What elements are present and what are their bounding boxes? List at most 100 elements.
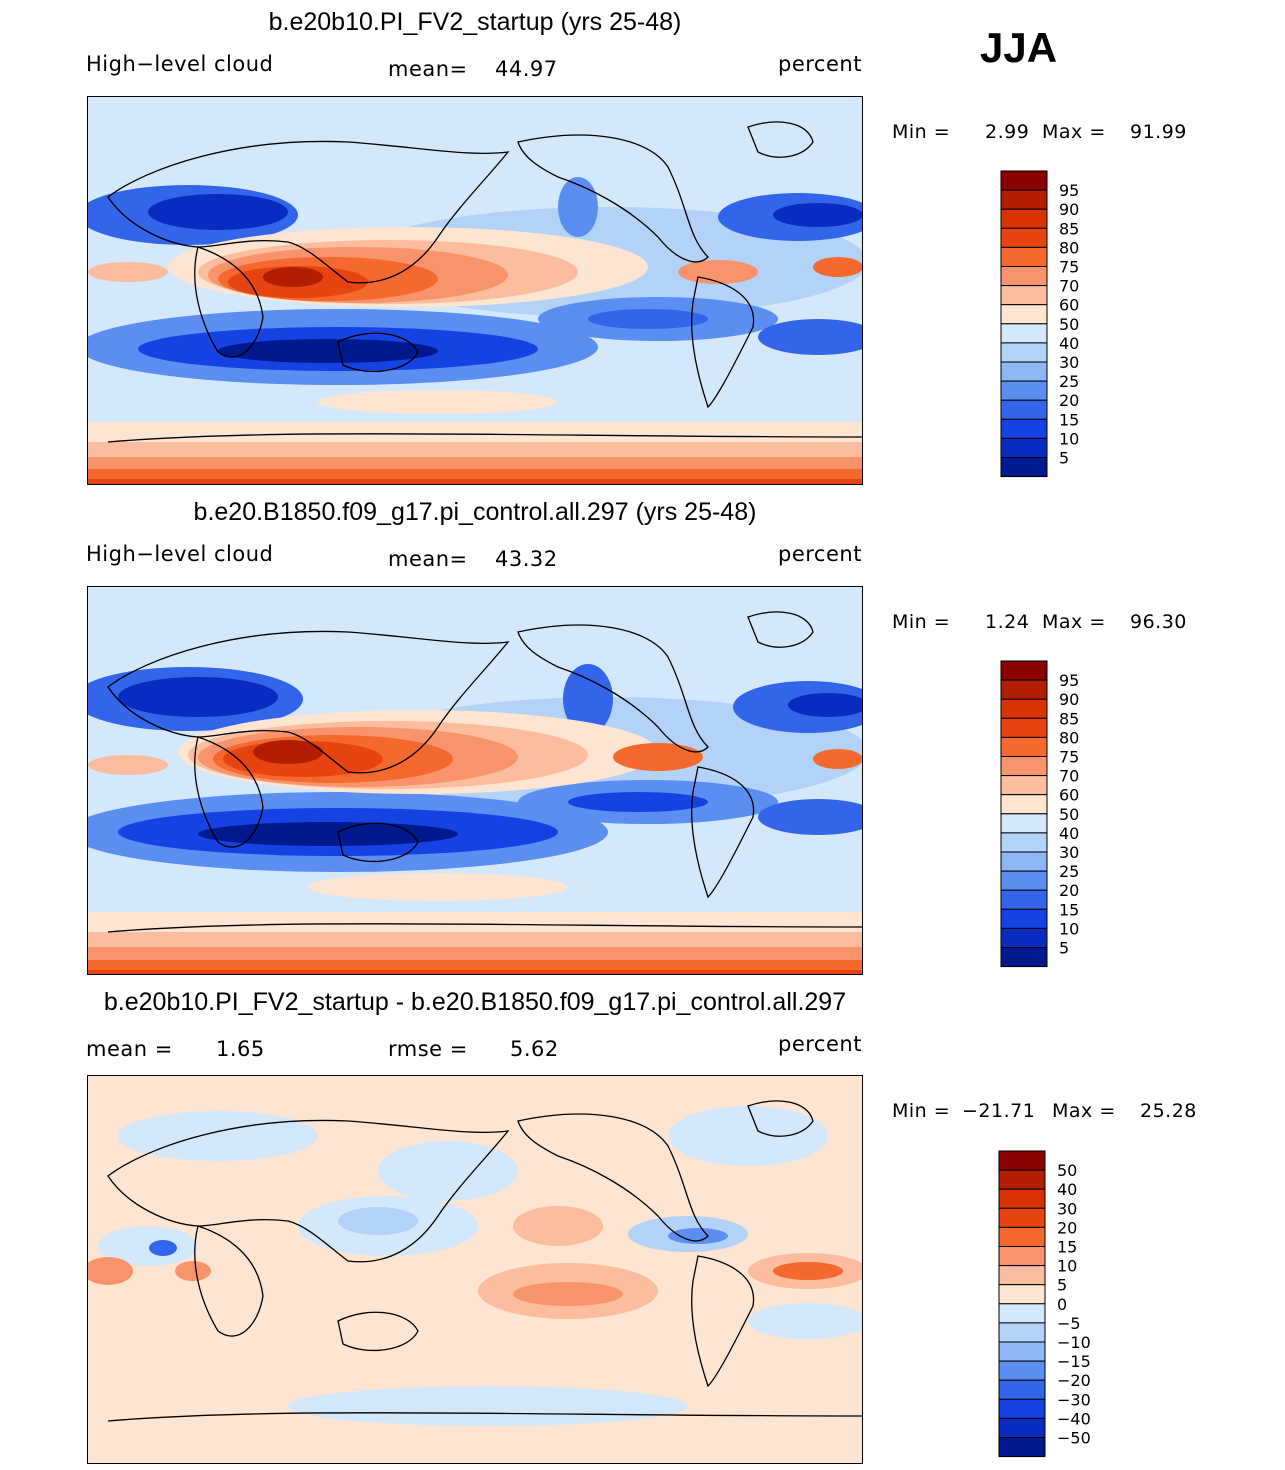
- panel3-field-shape: [338, 1207, 418, 1235]
- panel1-field-shape: [318, 390, 558, 414]
- colorbar-tick-label: 5: [1059, 449, 1069, 468]
- panel2-map-svg: [88, 587, 862, 974]
- panel3-field-shape: [668, 1228, 728, 1244]
- panel2-field-shape: [758, 799, 862, 835]
- colorbar-swatch: [1000, 189, 1048, 210]
- colorbar-swatch: [1000, 813, 1048, 834]
- panel2-field-shape: [253, 740, 323, 764]
- colorbar-swatch: [1000, 756, 1048, 777]
- colorbar-tick-label: 75: [1059, 258, 1079, 277]
- colorbar-tick-label: 85: [1059, 219, 1079, 238]
- colorbar-tick-label: 20: [1059, 391, 1079, 410]
- colorbar-swatch: [1000, 323, 1048, 344]
- colorbar-swatch: [1000, 399, 1048, 420]
- panel2-min-label: Min =: [892, 611, 951, 633]
- panel1-field-shape: [88, 479, 862, 484]
- colorbar-tick-label: 70: [1059, 277, 1079, 296]
- colorbar-tick-label: 40: [1057, 1180, 1077, 1199]
- panel2-max-label: Max =: [1042, 611, 1106, 633]
- colorbar-tick-label: 5: [1059, 939, 1069, 958]
- colorbar-tick-label: 60: [1059, 786, 1079, 805]
- panel3-map-svg: [88, 1076, 862, 1463]
- panel1-title: b.e20b10.PI_FV2_startup (yrs 25-48): [268, 8, 682, 36]
- colorbar-swatch: [1000, 698, 1048, 719]
- colorbar-swatch: [998, 1265, 1046, 1286]
- panel3-mean-label: mean =: [86, 1037, 173, 1061]
- panel2-map: [87, 586, 863, 975]
- colorbar-swatch: [1000, 361, 1048, 382]
- colorbar-tick-label: −30: [1057, 1390, 1091, 1409]
- panel3-min-value: −21.71: [962, 1100, 1036, 1122]
- colorbar-swatch: [998, 1303, 1046, 1324]
- colorbar-swatch: [1000, 889, 1048, 910]
- panel3-field-shape: [513, 1282, 623, 1306]
- panel3-field-shape: [149, 1240, 177, 1256]
- panel1-field-shape: [813, 257, 862, 277]
- colorbar-swatch: [1000, 246, 1048, 268]
- panel3-rmse-value: 5.62: [510, 1037, 559, 1061]
- panel2-units: percent: [778, 542, 862, 566]
- colorbar-swatch: [998, 1226, 1046, 1248]
- colorbar-swatch: [998, 1379, 1046, 1400]
- panel2-max-value: 96.30: [1130, 611, 1187, 633]
- colorbar-swatch: [998, 1188, 1046, 1209]
- colorbar-tick-label: 90: [1059, 690, 1079, 709]
- panel3-field-shape: [288, 1386, 688, 1426]
- colorbar-tick-label: 30: [1059, 843, 1079, 862]
- colorbar-tick-label: −5: [1057, 1314, 1081, 1333]
- colorbar-tick-label: −15: [1057, 1352, 1091, 1371]
- colorbar-swatch: [998, 1284, 1046, 1305]
- colorbar-swatch: [1000, 736, 1048, 758]
- panel2-min-value: 1.24: [985, 611, 1030, 633]
- panel1-max-value: 91.99: [1130, 121, 1187, 143]
- panel1-mean-label: mean=: [388, 57, 468, 81]
- colorbar-tick-label: 30: [1059, 353, 1079, 372]
- panel2-field-shape: [88, 755, 168, 775]
- colorbar-tick-label: 50: [1059, 805, 1079, 824]
- colorbar-tick-label: 90: [1059, 200, 1079, 219]
- panel2-field-shape: [88, 970, 862, 974]
- colorbar-swatch: [998, 1207, 1046, 1228]
- panel1-min-label: Min =: [892, 121, 951, 143]
- colorbar-tick-label: 50: [1059, 315, 1079, 334]
- colorbar-tick-label: 80: [1059, 728, 1079, 747]
- panel1-coastlines: [107, 121, 862, 443]
- colorbar-tick-label: 15: [1059, 410, 1079, 429]
- colorbar-tick-label: 20: [1059, 881, 1079, 900]
- colorbar-tick-label: −10: [1057, 1333, 1091, 1352]
- colorbar-swatch: [1000, 717, 1048, 738]
- colorbar-swatch: [1000, 342, 1048, 363]
- colorbar-tick-label: 85: [1059, 709, 1079, 728]
- panel2-field-shape: [198, 822, 458, 846]
- season-label: JJA: [980, 24, 1058, 71]
- panel2-field-shape: [308, 873, 568, 901]
- panel1-field-shape: [678, 260, 758, 284]
- colorbar-tick-label: 40: [1059, 334, 1079, 353]
- colorbar-swatch: [1000, 457, 1048, 478]
- panel1-field-shape: [588, 309, 708, 329]
- colorbar-swatch: [1000, 927, 1048, 948]
- panel3-max-label: Max =: [1052, 1100, 1116, 1122]
- panel3-field-shape: [175, 1261, 211, 1281]
- panel2-field-shape: [788, 693, 862, 717]
- colorbar-tick-label: 95: [1059, 181, 1079, 200]
- panel3-field-shape: [378, 1141, 518, 1201]
- colorbar-swatch: [998, 1437, 1046, 1458]
- panel1-variable: High−level cloud: [86, 52, 274, 76]
- colorbar-swatch: [1000, 170, 1048, 191]
- colorbar-swatch: [1000, 660, 1048, 681]
- panel1-units: percent: [778, 52, 862, 76]
- panel1-field-shape: [148, 194, 288, 230]
- panel3-units: percent: [778, 1032, 862, 1056]
- panel2-title: b.e20.B1850.f09_g17.pi_control.all.297 (…: [193, 498, 757, 526]
- panel1-min-value: 2.99: [985, 121, 1030, 143]
- colorbar-swatch: [1000, 947, 1048, 968]
- panel2-mean-label: mean=: [388, 547, 468, 571]
- colorbar-swatch: [1000, 832, 1048, 853]
- colorbar-tick-label: 80: [1059, 238, 1079, 257]
- panel1-field-shape: [218, 339, 438, 363]
- panel3-map: [87, 1075, 863, 1464]
